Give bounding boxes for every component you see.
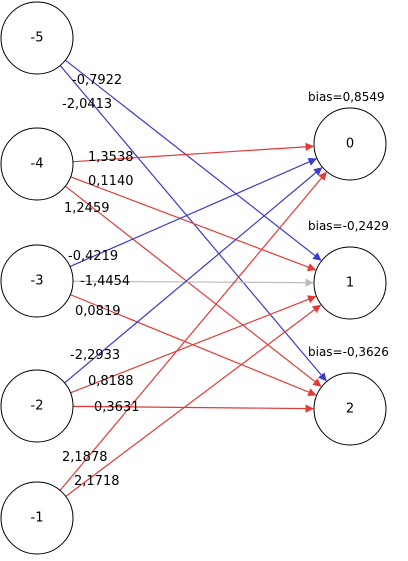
- weight-label: 0,3631: [94, 400, 140, 415]
- bias-label: bias=-0,2429: [308, 219, 389, 233]
- weight-label: -1,4454: [80, 274, 130, 289]
- edge-in4-out0: [59, 171, 327, 491]
- weight-label: 0,0819: [75, 304, 121, 319]
- edge-in2-out1: [72, 278, 314, 287]
- weight-label: 1,3538: [88, 150, 134, 165]
- weight-label: 1,2459: [64, 201, 110, 216]
- node-label: -3: [31, 274, 44, 289]
- weight-label: -0,7922: [72, 73, 122, 88]
- edge-in0-out1: [64, 59, 322, 261]
- weight-label: 2,1718: [74, 474, 120, 489]
- output-node-0: 0: [313, 107, 387, 181]
- weight-label: 0,1140: [88, 174, 134, 189]
- input-node-1: -4: [0, 127, 74, 201]
- node-label: -1: [31, 511, 44, 526]
- edge-in1-out1: [70, 176, 317, 272]
- bias-label: bias=0,8549: [308, 90, 385, 104]
- input-node-2: -3: [0, 244, 74, 318]
- output-node-1: 1: [313, 246, 387, 320]
- edge-in4-out1: [65, 304, 322, 497]
- nodes-layer: -5 -4 -3 -2 -1 0 1 2: [0, 1, 387, 555]
- node-label: -5: [31, 31, 44, 46]
- node-label: 1: [346, 276, 354, 291]
- weight-label: -0,4219: [68, 249, 118, 264]
- input-node-3: -2: [0, 369, 74, 443]
- node-label: -2: [31, 399, 44, 414]
- weight-label: -2,2933: [70, 348, 120, 363]
- input-node-4: -1: [0, 481, 74, 555]
- edge-in1-out2: [64, 185, 322, 387]
- output-node-2: 2: [313, 372, 387, 446]
- labels-layer: -0,7922 -2,0413 1,3538 0,1140 1,2459 -0,4219 -…: [62, 73, 389, 489]
- input-node-0: -5: [0, 1, 74, 75]
- node-label: -4: [31, 157, 44, 172]
- node-label: 2: [346, 402, 354, 417]
- bias-label: bias=-0,3626: [308, 345, 389, 359]
- edge-in3-out0: [64, 167, 323, 384]
- node-label: 0: [346, 137, 354, 152]
- edges-layer: [59, 59, 327, 497]
- weight-label: -2,0413: [62, 97, 112, 112]
- weight-label: 0,8188: [88, 374, 134, 389]
- edge-in3-out1: [70, 295, 317, 394]
- edge-in3-out2: [72, 404, 314, 413]
- edge-in2-out0: [69, 158, 317, 268]
- weight-label: 2,1878: [62, 450, 108, 465]
- edge-in1-out0: [72, 142, 314, 163]
